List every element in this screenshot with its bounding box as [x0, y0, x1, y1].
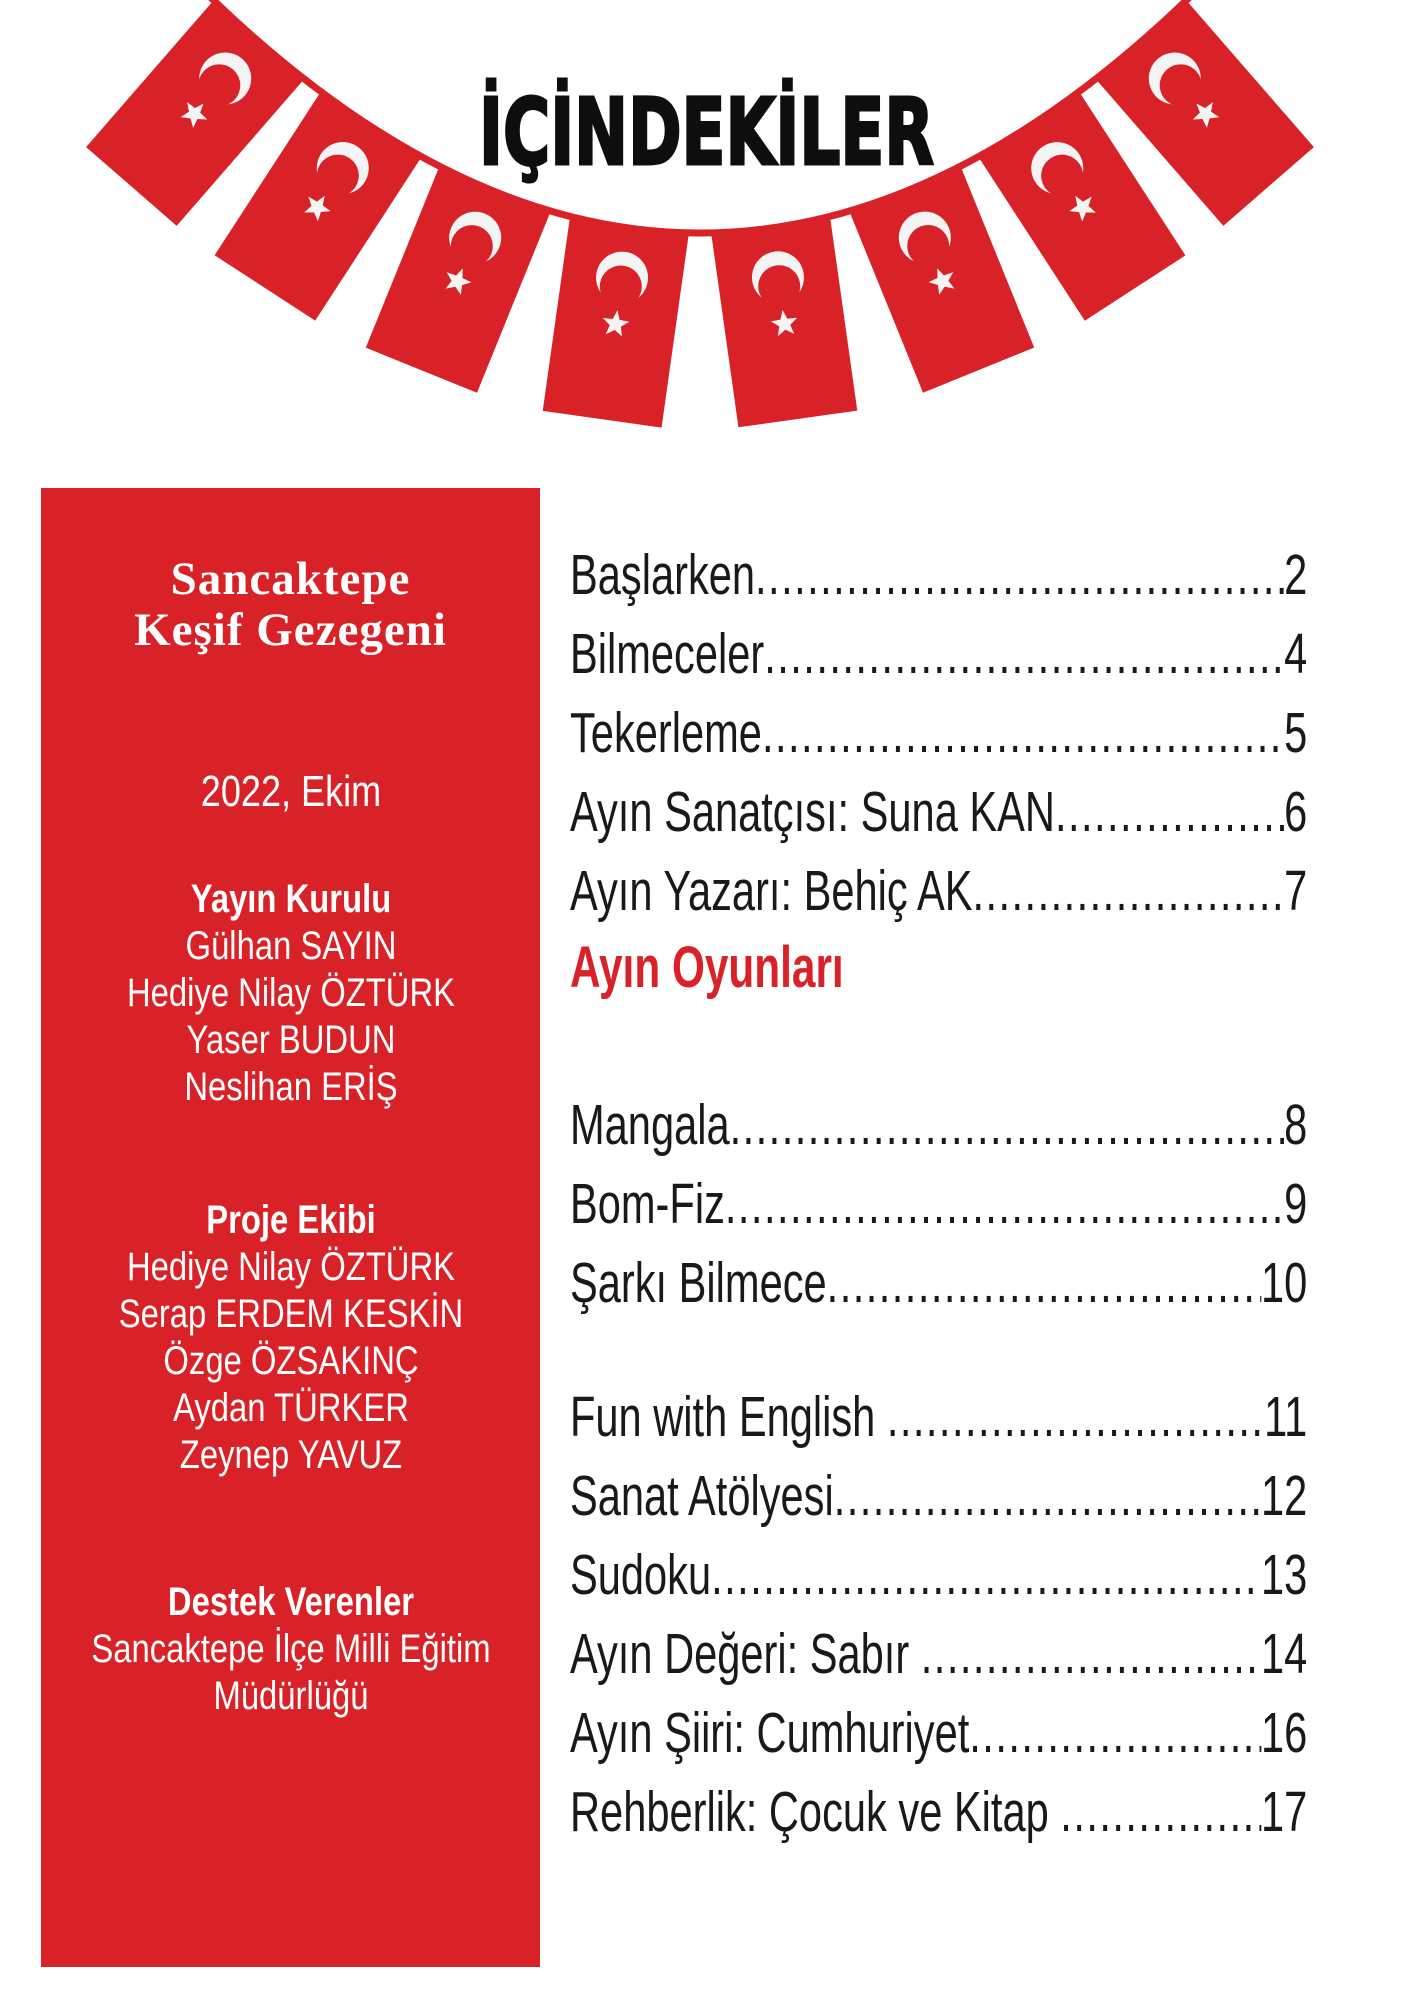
- turkish-flag-bunting: [86, 0, 1314, 428]
- toc-entry-page: 9: [1284, 1172, 1308, 1236]
- supporters-section: Destek Verenler Sancaktepe İlçe Milli Eği…: [28, 1579, 553, 1720]
- toc-entry-label: Sanat Atölyesi: [570, 1464, 834, 1528]
- toc-dot-leader: ........................................…: [886, 1385, 1265, 1449]
- toc-entry[interactable]: Bilmeceler..............................…: [570, 615, 1307, 694]
- toc-entry[interactable]: Ayın Yazarı: Behiç AK...................…: [570, 852, 1307, 931]
- toc-dot-leader: ........................................…: [729, 1093, 1285, 1157]
- toc-dot-leader: ........................................…: [826, 1251, 1261, 1315]
- toc-dot-leader: ........................................…: [1060, 1780, 1261, 1844]
- sidebar-member-name: Yaser BUDUN: [186, 1018, 395, 1062]
- toc-dot-leader: ........................................…: [833, 1464, 1261, 1528]
- toc-section-heading: Ayın Oyunları: [570, 935, 844, 1000]
- toc-entry[interactable]: Fun with English .......................…: [570, 1378, 1307, 1457]
- sidebar-member-name: Hediye Nilay ÖZTÜRK: [126, 971, 455, 1015]
- sidebar-member-name: Aydan TÜRKER: [172, 1386, 409, 1430]
- toc-entry-page: 8: [1284, 1093, 1308, 1157]
- sidebar-member-name: Neslihan ERİŞ: [183, 1065, 398, 1109]
- toc-entry[interactable]: Bom-Fiz.................................…: [570, 1165, 1307, 1244]
- toc-entry-label: Ayın Değeri: Sabır: [570, 1622, 921, 1686]
- toc-entry-page: 13: [1261, 1543, 1308, 1607]
- editorial-board-section: Yayın Kurulu Gülhan SAYIN Hediye Nilay ÖZT…: [28, 876, 553, 1111]
- issue-date: 2022, Ekim: [200, 767, 381, 816]
- toc-entry[interactable]: Şarkı Bilmece...........................…: [570, 1244, 1307, 1323]
- page-title: İÇİNDEKİLER: [478, 78, 935, 187]
- sidebar-member-name: Sancaktepe İlçe Milli Eğitim: [90, 1627, 491, 1671]
- magazine-title-line2: Keşif Gezegeni: [134, 604, 447, 656]
- toc-entry-label: Ayın Şiiri: Cumhuriyet: [570, 1701, 970, 1765]
- toc-entry-label: Rehberlik: Çocuk ve Kitap: [570, 1780, 1061, 1844]
- sidebar-member-name: Özge ÖZSAKINÇ: [162, 1339, 419, 1383]
- sidebar-member-name: Gülhan SAYIN: [185, 924, 396, 968]
- toc-entry-page: 11: [1264, 1385, 1308, 1449]
- toc-entry[interactable]: Tekerleme...............................…: [570, 694, 1307, 773]
- sidebar-member-name: Müdürlüğü: [212, 1674, 368, 1718]
- toc-entry[interactable]: Ayın Değeri: Sabır .....................…: [570, 1615, 1307, 1694]
- toc-entry-page: 2: [1284, 543, 1308, 607]
- sidebar-member-name: Hediye Nilay ÖZTÜRK: [126, 1245, 455, 1289]
- toc-dot-leader: ........................................…: [724, 1172, 1285, 1236]
- magazine-title: Sancaktepe Keşif Gezegeni: [41, 554, 540, 656]
- toc-entry-page: 7: [1284, 859, 1308, 923]
- toc-group-main: Başlarken...............................…: [570, 536, 1307, 931]
- toc-dot-leader: ........................................…: [920, 1622, 1261, 1686]
- toc-entry[interactable]: Başlarken...............................…: [570, 536, 1307, 615]
- toc-entry-page: 5: [1284, 701, 1308, 765]
- toc-entry-label: Tekerleme: [570, 701, 762, 765]
- turkish-flag-icon: [711, 216, 858, 428]
- toc-group-games: Mangala.................................…: [570, 1086, 1307, 1323]
- toc-entry-page: 16: [1261, 1701, 1308, 1765]
- toc-entry[interactable]: Rehberlik: Çocuk ve Kitap ..............…: [570, 1773, 1307, 1852]
- toc-entry-label: Mangala: [570, 1093, 730, 1157]
- toc-entry-label: Ayın Sanatçısı: Suna KAN: [570, 780, 1055, 844]
- toc-entry-page: 12: [1261, 1464, 1308, 1528]
- sidebar-section-heading: Destek Verenler: [167, 1580, 414, 1624]
- toc-dot-leader: ........................................…: [711, 1543, 1261, 1607]
- turkish-flag-icon: [365, 166, 551, 393]
- toc-entry-label: Fun with English: [570, 1385, 887, 1449]
- toc-dot-leader: ........................................…: [1054, 780, 1285, 844]
- toc-entry[interactable]: Sudoku..................................…: [570, 1536, 1307, 1615]
- toc-entry[interactable]: Sanat Atölyesi..........................…: [570, 1457, 1307, 1536]
- project-team-section: Proje Ekibi Hediye Nilay ÖZTÜRK Serap ERDE…: [28, 1197, 553, 1479]
- toc-entry-label: Ayın Yazarı: Behiç AK: [570, 859, 973, 923]
- toc-dot-leader: ........................................…: [761, 701, 1284, 765]
- toc-dot-leader: ........................................…: [969, 1701, 1261, 1765]
- sidebar-section-heading: Proje Ekibi: [205, 1198, 376, 1242]
- toc-dot-leader: ........................................…: [972, 859, 1285, 923]
- toc-entry-page: 14: [1261, 1622, 1308, 1686]
- sidebar-member-name: Serap ERDEM KESKİN: [118, 1292, 463, 1336]
- toc-entry-label: Şarkı Bilmece: [570, 1251, 827, 1315]
- toc-dot-leader: ........................................…: [764, 622, 1285, 686]
- toc-entry-label: Sudoku: [570, 1543, 712, 1607]
- toc-entry-label: Başlarken: [570, 543, 756, 607]
- toc-entry-label: Bom-Fiz: [570, 1172, 725, 1236]
- magazine-title-line1: Sancaktepe: [170, 553, 411, 605]
- toc-entry-page: 4: [1284, 622, 1308, 686]
- toc-entry[interactable]: Ayın Sanatçısı: Suna KAN................…: [570, 773, 1307, 852]
- toc-group-activities: Fun with English .......................…: [570, 1378, 1307, 1852]
- toc-dot-leader: ........................................…: [755, 543, 1284, 607]
- sidebar-member-name: Zeynep YAVUZ: [179, 1433, 402, 1477]
- toc-entry-label: Bilmeceler: [570, 622, 765, 686]
- turkish-flag-icon: [542, 216, 689, 428]
- toc-entry-page: 6: [1284, 780, 1308, 844]
- sidebar: Sancaktepe Keşif Gezegeni 2022, Ekim Yay…: [41, 488, 540, 1967]
- toc-entry[interactable]: Ayın Şiiri: Cumhuriyet..................…: [570, 1694, 1307, 1773]
- toc-entry-page: 10: [1261, 1251, 1308, 1315]
- toc-entry-page: 17: [1261, 1780, 1308, 1844]
- toc-entry[interactable]: Mangala.................................…: [570, 1086, 1307, 1165]
- sidebar-section-heading: Yayın Kurulu: [190, 877, 391, 921]
